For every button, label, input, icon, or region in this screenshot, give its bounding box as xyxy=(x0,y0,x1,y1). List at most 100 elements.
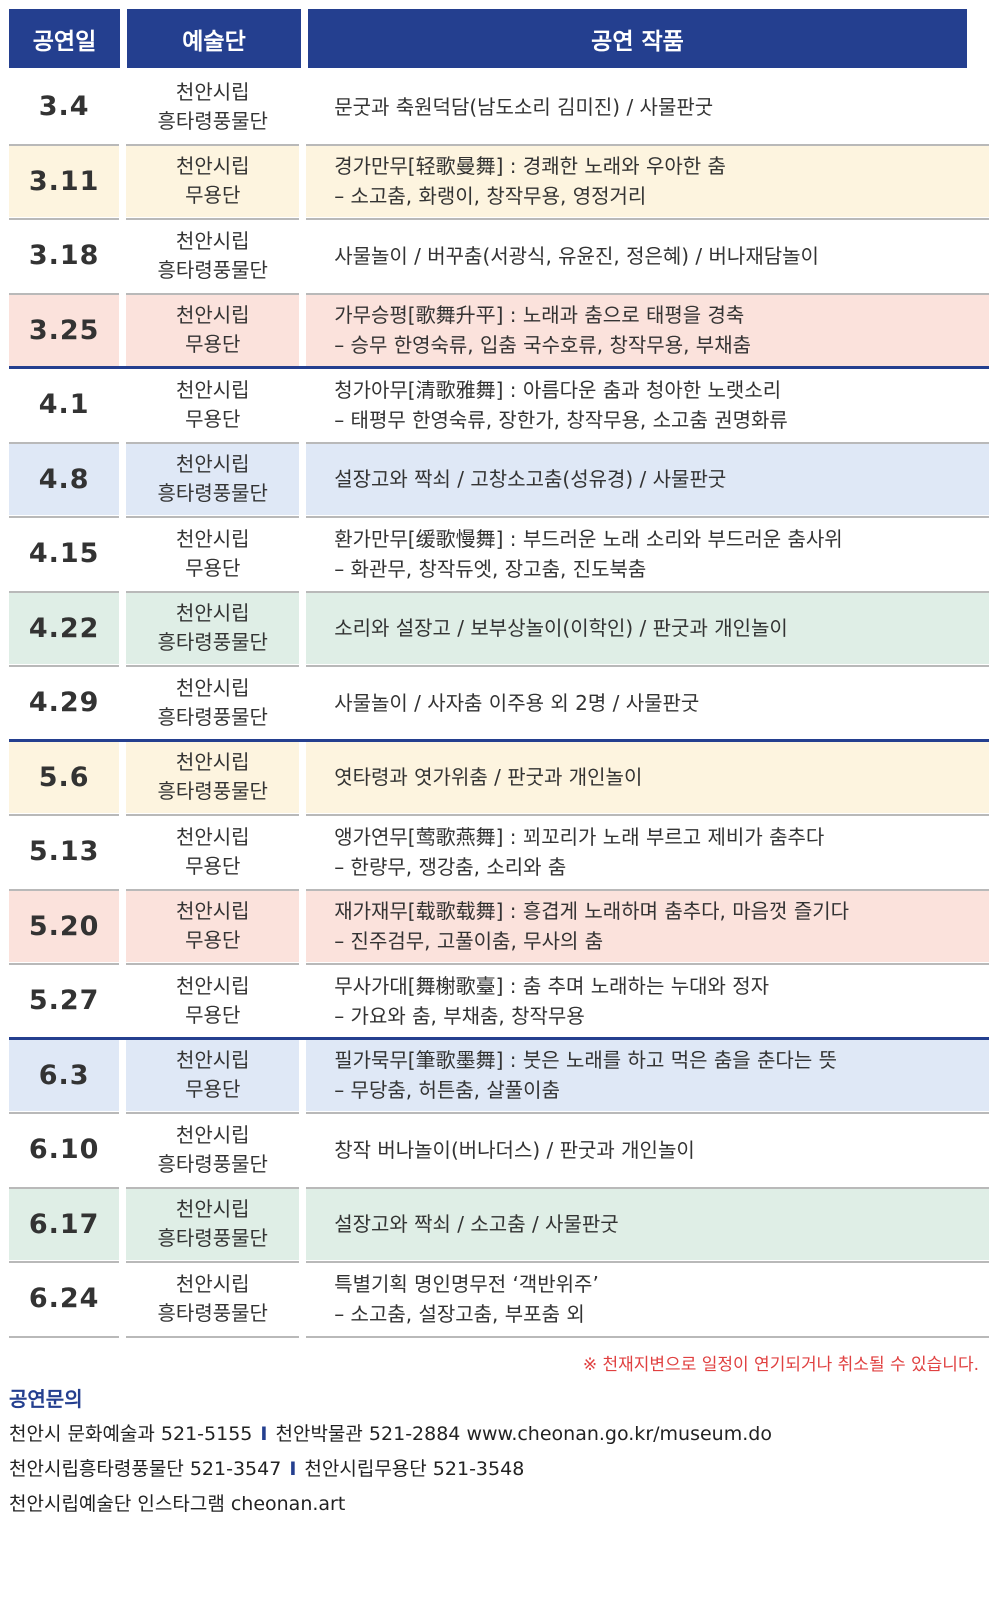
troupe-name: 천안시립 무용단 xyxy=(126,1039,300,1114)
contact-line-3: 천안시립예술단 인스타그램 cheonan.art xyxy=(9,1492,346,1515)
troupe-name: 천안시립 흥타령풍물단 xyxy=(126,667,299,739)
performance-works: 문굿과 축원덕담(남도소리 김미진) / 사물판굿 xyxy=(306,71,989,145)
troupe-line-1: 천안시립 xyxy=(175,1271,250,1296)
troupe-name: 천안시립 무용단 xyxy=(126,518,300,592)
performance-date: 4.15 xyxy=(9,518,120,592)
troupe-line-2: 흥타령풍물단 xyxy=(157,1300,268,1325)
troupe-line-1: 천안시립 xyxy=(175,452,250,477)
notice-text: ※ 천재지변으로 일정이 연기되거나 취소될 수 있습니다. xyxy=(582,1354,979,1375)
performance-date: 4.1 xyxy=(9,369,120,443)
works-line-2: – 가요와 춤, 부채춤, 창작무용 xyxy=(334,1003,585,1028)
performance-works: 엿타령과 엿가위춤 / 판굿과 개인놀이 xyxy=(306,741,989,816)
table-row: 4.15 천안시립 무용단 환가만무[缓歌慢舞] : 부드러운 노래 소리와 부드러운… xyxy=(9,518,989,593)
performance-date: 3.18 xyxy=(9,220,120,294)
contact-title: 공연문의 xyxy=(9,1386,83,1411)
works-line-1: 환가만무[缓歌慢舞] : 부드러운 노래 소리와 부드러운 춤사위 xyxy=(334,526,843,551)
works-line-2: – 소고춤, 설장고춤, 부포춤 외 xyxy=(334,1301,585,1326)
troupe-line-1: 천안시립 xyxy=(175,899,250,924)
performance-date: 5.20 xyxy=(9,890,120,965)
works-line-2: – 화관무, 창작듀엣, 장고춤, 진도북춤 xyxy=(334,556,647,581)
table-row: 4.1 천안시립 무용단 청가아무[清歌雅舞] : 아름다운 춤과 청아한 노랫소리 –… xyxy=(9,369,989,444)
performance-works: 사물놀이 / 버꾸춤(서광식, 유윤진, 정은혜) / 버나재담놀이 xyxy=(306,220,989,294)
troupe-name: 천안시립 흥타령풍물단 xyxy=(126,443,300,518)
table-row: 5.13 천안시립 무용단 앵가연무[莺歌燕舞] : 꾀꼬리가 노래 부르고 제비가 … xyxy=(9,816,989,891)
troupe-line-2: 흥타령풍물단 xyxy=(157,1151,268,1176)
performance-date: 6.24 xyxy=(9,1263,120,1337)
troupe-line-1: 천안시립 xyxy=(175,303,250,328)
table-row: 3.11 천안시립 무용단 경가만무[轻歌曼舞] : 경쾌한 노래와 우아한 춤 – 소… xyxy=(9,145,989,220)
performance-date: 3.4 xyxy=(9,71,120,145)
troupe-line-1: 천안시립 xyxy=(175,377,250,402)
performance-works: 필가묵무[筆歌墨舞] : 붓은 노래를 하고 먹은 춤을 춘다는 뜻 – 무당춤,… xyxy=(306,1039,989,1114)
troupe-line-2: 무용단 xyxy=(185,928,241,953)
troupe-line-2: 무용단 xyxy=(185,332,241,357)
schedule-page: 공연일 예술단 공연 작품 3.4 천안시립 흥타령풍물단 문굿과 축원덕담(남도소리… xyxy=(9,9,989,1517)
works-line-1: 엿타령과 엿가위춤 / 판굿과 개인놀이 xyxy=(334,765,643,790)
performance-works: 소리와 설장고 / 보부상놀이(이학인) / 판굿과 개인놀이 xyxy=(306,592,989,667)
header-works: 공연 작품 xyxy=(308,9,967,68)
troupe-line-2: 흥타령풍물단 xyxy=(157,630,268,655)
works-line-1: 사물놀이 / 버꾸춤(서광식, 유윤진, 정은혜) / 버나재담놀이 xyxy=(334,243,819,268)
table-row: 3.18 천안시립 흥타령풍물단 사물놀이 / 버꾸춤(서광식, 유윤진, 정은혜) … xyxy=(9,220,989,295)
performance-date: 4.29 xyxy=(28,687,100,719)
performance-date: 3.11 xyxy=(9,145,120,220)
contact-section: 공연문의 천안시 문화예술과 521-5155 I 천안박물관 521-2884 w… xyxy=(9,1383,989,1517)
performance-works: 무사가대[舞榭歌臺] : 춤 추며 노래하는 누대와 정자 – 가요와 춤, 부채… xyxy=(306,965,989,1037)
schedule-table: 3.4 천안시립 흥타령풍물단 문굿과 축원덕담(남도소리 김미진) / 사물판굿 3.… xyxy=(9,71,989,1338)
troupe-name: 천안시립 무용단 xyxy=(126,145,300,220)
troupe-line-2: 흥타령풍물단 xyxy=(157,779,268,804)
performance-works: 환가만무[缓歌慢舞] : 부드러운 노래 소리와 부드러운 춤사위 – 화관무, … xyxy=(306,518,989,592)
performance-date: 4.8 xyxy=(9,443,120,518)
performance-works: 창작 버나놀이(버나더스) / 판굿과 개인놀이 xyxy=(306,1114,989,1188)
troupe-line-1: 천안시립 xyxy=(175,1197,250,1222)
performance-date: 4.22 xyxy=(9,592,120,667)
works-line-1: 사물놀이 / 사자춤 이주용 외 2명 / 사물판굿 xyxy=(334,690,700,715)
troupe-line-1: 천안시립 xyxy=(175,824,250,849)
works-line-1: 설장고와 짝쇠 / 소고춤 / 사물판굿 xyxy=(334,1212,619,1237)
troupe-line-1: 천안시립 xyxy=(175,1122,250,1147)
troupe-line-2: 흥타령풍물단 xyxy=(157,108,268,133)
contact-culture-dept: 천안시 문화예술과 521-5155 xyxy=(9,1422,253,1445)
contact-pungmul: 천안시립흥타령풍물단 521-3547 xyxy=(9,1457,282,1480)
works-line-1: 가무승평[歌舞升平] : 노래과 춤으로 태평을 경축 xyxy=(334,303,745,328)
troupe-line-2: 흥타령풍물단 xyxy=(157,1226,268,1251)
contact-museum: 천안박물관 521-2884 www.cheonan.go.kr/museum.… xyxy=(275,1422,772,1445)
works-line-2: – 승무 한영숙류, 입춤 국수호류, 창작무용, 부채춤 xyxy=(334,333,752,358)
troupe-line-1: 천안시립 xyxy=(175,228,250,253)
troupe-line-1: 천안시립 xyxy=(175,154,250,179)
troupe-line-2: 흥타령풍물단 xyxy=(157,257,268,282)
works-line-1: 앵가연무[莺歌燕舞] : 꾀꼬리가 노래 부르고 제비가 춤추다 xyxy=(334,824,825,849)
performance-date: 6.10 xyxy=(9,1114,120,1188)
header-troupe: 예술단 xyxy=(127,9,301,68)
header-date: 공연일 xyxy=(9,9,120,68)
performance-works: 특별기획 명인명무전 ‘객반위주’ – 소고춤, 설장고춤, 부포춤 외 xyxy=(306,1263,989,1337)
table-header: 공연일 예술단 공연 작품 xyxy=(9,9,989,68)
table-row: 6.17 천안시립 흥타령풍물단 설장고와 짝쇠 / 소고춤 / 사물판굿 xyxy=(9,1188,989,1263)
works-line-1: 설장고와 짝쇠 / 고창소고춤(성유경) / 사물판굿 xyxy=(334,467,727,492)
troupe-line-2: 무용단 xyxy=(185,555,241,580)
troupe-line-2: 무용단 xyxy=(185,406,241,431)
performance-works: 가무승평[歌舞升平] : 노래과 춤으로 태평을 경축 – 승무 한영숙류, 입춤… xyxy=(306,294,989,366)
performance-date: 6.3 xyxy=(9,1039,120,1114)
works-line-1: 무사가대[舞榭歌臺] : 춤 추며 노래하는 누대와 정자 xyxy=(334,973,770,998)
troupe-line-2: 흥타령풍물단 xyxy=(157,704,268,729)
table-row: 6.24 천안시립 흥타령풍물단 특별기획 명인명무전 ‘객반위주’ – 소고춤, 설장… xyxy=(9,1263,989,1338)
works-line-2: – 진주검무, 고풀이춤, 무사의 춤 xyxy=(334,929,604,954)
troupe-name: 천안시립 흥타령풍물단 xyxy=(126,741,300,816)
performance-works: 설장고와 짝쇠 / 고창소고춤(성유경) / 사물판굿 xyxy=(306,443,989,518)
works-line-1: 문굿과 축원덕담(남도소리 김미진) / 사물판굿 xyxy=(334,94,714,119)
works-line-1: 소리와 설장고 / 보부상놀이(이학인) / 판굿과 개인놀이 xyxy=(334,616,788,641)
separator-bar: I xyxy=(289,1457,297,1480)
troupe-line-2: 무용단 xyxy=(185,1002,241,1027)
performance-works: 경가만무[轻歌曼舞] : 경쾌한 노래와 우아한 춤 – 소고춤, 화랭이, 창작… xyxy=(306,145,989,220)
works-line-1: 청가아무[清歌雅舞] : 아름다운 춤과 청아한 노랫소리 xyxy=(334,377,782,402)
performance-works: 재가재무[载歌载舞] : 흥겹게 노래하며 춤추다, 마음껏 즐기다 – 진주검무… xyxy=(306,890,989,965)
performance-date: 5.27 xyxy=(28,985,100,1017)
works-line-1: 필가묵무[筆歌墨舞] : 붓은 노래를 하고 먹은 춤을 춘다는 뜻 xyxy=(334,1048,837,1073)
